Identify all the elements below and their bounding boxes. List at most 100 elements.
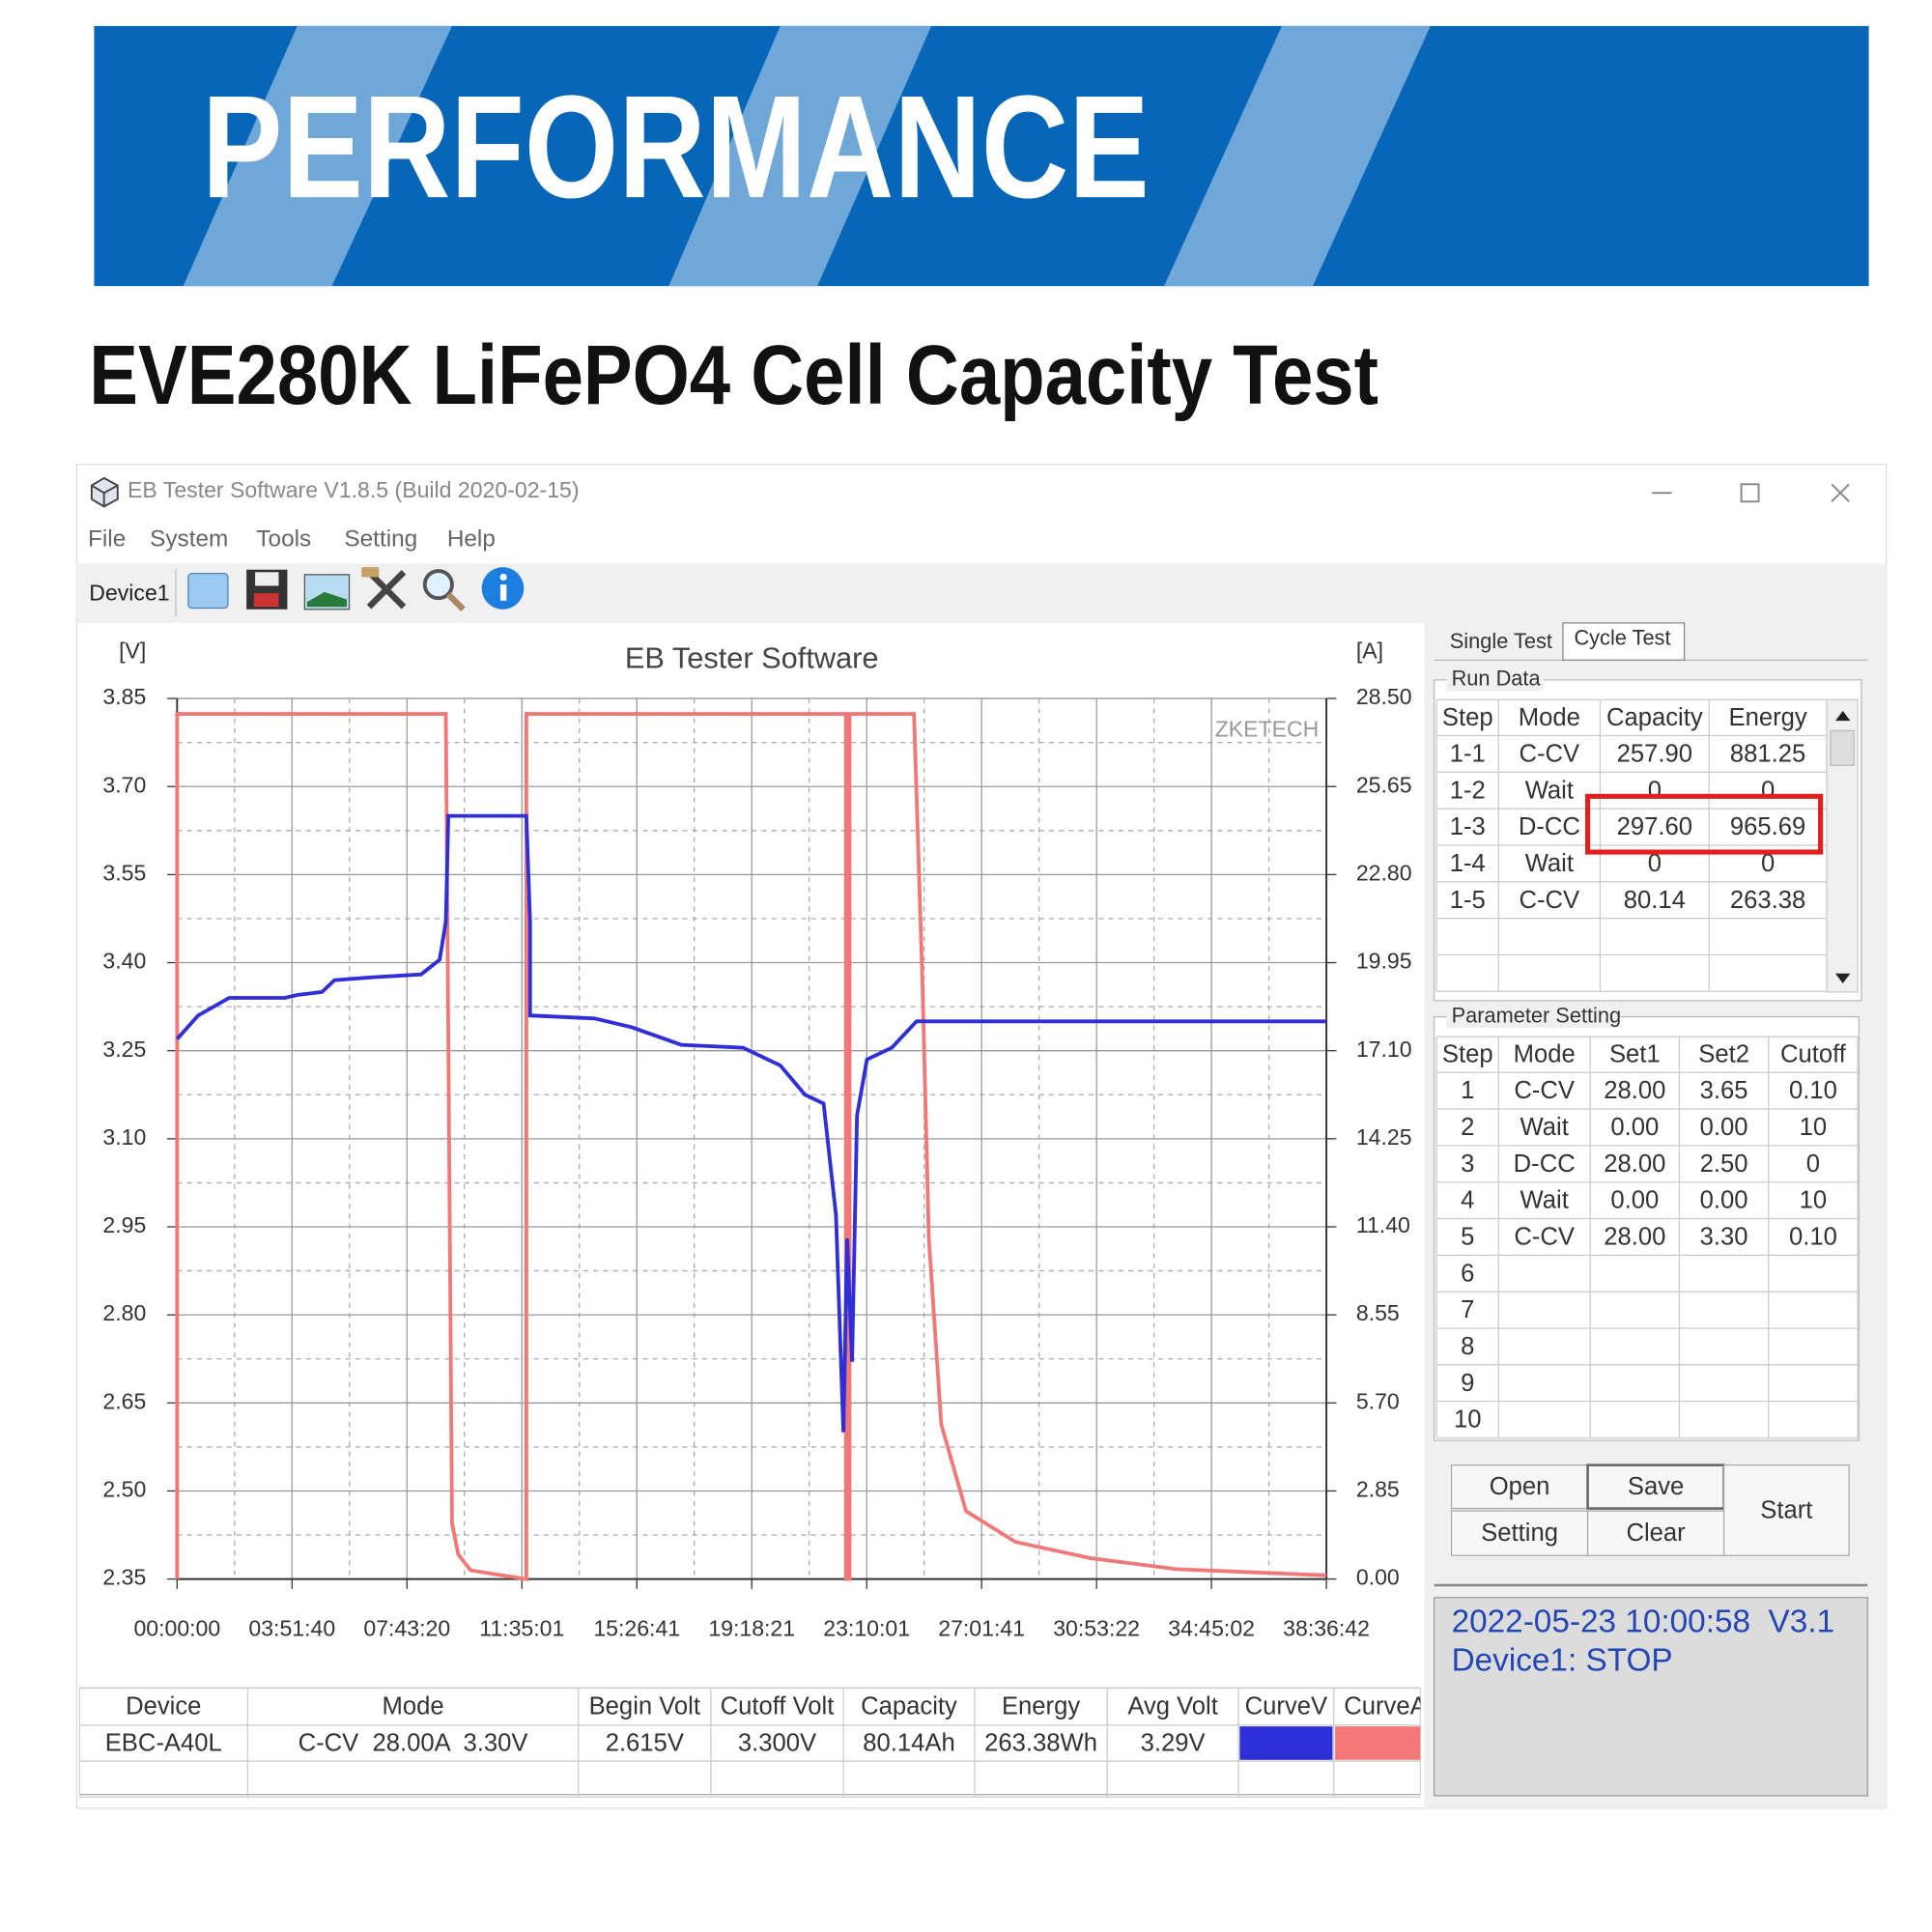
table-cell: 1-1 [1450, 740, 1486, 767]
y2-tick-label: 17.10 [1356, 1037, 1412, 1062]
search-icon[interactable] [422, 569, 466, 612]
tab[interactable] [1562, 622, 1686, 661]
y2-tick-label: 14.25 [1356, 1124, 1412, 1150]
button-label[interactable]: Start [1760, 1497, 1812, 1524]
table-cell: 0.10 [1789, 1077, 1837, 1104]
status-line: Device1: STOP [1452, 1642, 1673, 1678]
table-cell: C-CV [1520, 887, 1580, 914]
table-header: Capacity [1606, 704, 1703, 731]
banner-stripe [183, 25, 452, 287]
table-cell: 1-4 [1450, 850, 1486, 877]
table-cell: 3 [1461, 1151, 1474, 1178]
status-box [1433, 1597, 1868, 1797]
table-cell: 881.25 [1730, 740, 1805, 767]
info-icon[interactable] [481, 567, 525, 610]
menu-item[interactable]: File [88, 526, 126, 552]
scroll-arrow[interactable] [1835, 710, 1851, 722]
y-tick-label: 2.65 [102, 1388, 146, 1413]
x-tick-label: 23:10:01 [823, 1615, 910, 1640]
banner-stripe [1164, 25, 1431, 287]
table-cell: 1-3 [1450, 813, 1486, 840]
scroll-arrow[interactable] [1835, 973, 1851, 983]
watermark: ZKETECH [1215, 717, 1320, 742]
group-box [1433, 679, 1862, 1002]
y-tick-label: 2.35 [102, 1565, 146, 1590]
table-header: Step [1442, 1041, 1493, 1068]
y2-tick-label: 11.40 [1356, 1212, 1410, 1237]
tools-icon[interactable] [361, 567, 407, 610]
table-cell: D-CC [1519, 813, 1580, 840]
chart-icon[interactable] [303, 574, 351, 611]
menu-item[interactable]: System [150, 526, 228, 552]
menu-item[interactable]: Setting [344, 526, 417, 552]
y2-tick-label: 8.55 [1356, 1300, 1400, 1325]
x-tick-label: 00:00:00 [133, 1615, 220, 1640]
table-cell: D-CC [1514, 1151, 1576, 1178]
table-cell: 1 [1461, 1077, 1474, 1104]
button[interactable] [1586, 1463, 1725, 1510]
y2-tick-label: 25.65 [1356, 772, 1412, 797]
app-icon [90, 476, 119, 508]
table-cell: 4 [1461, 1187, 1474, 1214]
button-label[interactable]: Clear [1626, 1520, 1686, 1547]
table-cell: Wait [1520, 1187, 1569, 1214]
table-cell: 80.14Ah [863, 1730, 954, 1757]
data-line [175, 712, 1327, 1581]
button[interactable] [1450, 1464, 1589, 1510]
table-header: Device [126, 1693, 201, 1720]
x-tick-label: 15:26:41 [593, 1615, 680, 1640]
table-bg [79, 1687, 1421, 1796]
x-tick-label: 34:45:02 [1168, 1615, 1255, 1640]
table-cell: Wait [1525, 850, 1574, 877]
table-cell: 6 [1461, 1260, 1474, 1287]
banner-title: PERFORMANCE [202, 66, 1150, 229]
x-tick-label: 07:43:20 [363, 1615, 450, 1640]
y2-tick-label: 2.85 [1356, 1477, 1400, 1502]
table-cell: C-CV [1514, 1077, 1575, 1104]
table-cell: 0 [1648, 850, 1662, 877]
button-label[interactable]: Open [1490, 1473, 1550, 1500]
table-cell: Wait [1520, 1114, 1569, 1141]
maximize-button[interactable] [1740, 483, 1760, 503]
window-title: EB Tester Software V1.8.5 (Build 2020-02… [128, 477, 580, 502]
tab-label[interactable]: Single Test [1450, 629, 1552, 653]
table-header: Energy [1729, 704, 1807, 731]
y-tick-label: 2.80 [102, 1300, 146, 1325]
table-cell: 28.00 [1604, 1151, 1665, 1178]
table-cell: 2 [1461, 1114, 1474, 1141]
button-label[interactable]: Save [1628, 1473, 1684, 1500]
table-cell: 263.38Wh [984, 1730, 1097, 1757]
table-cell: 257.90 [1617, 740, 1692, 767]
highlight-box [1585, 793, 1824, 855]
button[interactable] [1586, 1510, 1725, 1556]
table-cell: 3.65 [1700, 1077, 1748, 1104]
chart: EB Tester Software [V] [A] 00:00:00 03:51:40… [102, 639, 1411, 1641]
tab-label[interactable]: Cycle Test [1574, 625, 1670, 649]
y2-axis-label: [A] [1356, 639, 1383, 664]
table-header: Capacity [861, 1693, 957, 1720]
menu-item[interactable]: Tools [256, 526, 311, 552]
y2-tick-label: 19.95 [1356, 949, 1412, 974]
page-heading: EVE280K LiFePO4 Cell Capacity Test [89, 328, 1378, 422]
table-cell: 263.38 [1730, 887, 1805, 914]
x-tick-label: 19:18:21 [708, 1615, 795, 1640]
close-button[interactable] [1831, 483, 1850, 502]
table-cell: 2.615V [606, 1730, 684, 1757]
open-icon[interactable] [187, 572, 229, 610]
table-cell: 0 [1806, 1151, 1820, 1178]
button-label[interactable]: Setting [1481, 1520, 1558, 1547]
save-icon[interactable] [246, 569, 288, 610]
table-cell: 3.300V [738, 1730, 816, 1757]
table-cell: 0.00 [1610, 1187, 1659, 1214]
y-tick-label: 3.40 [102, 949, 146, 974]
table-header: Mode [1514, 1041, 1576, 1068]
curve-swatch [1335, 1726, 1421, 1760]
y-tick-label: 2.50 [102, 1477, 146, 1502]
table-cell: 0.10 [1789, 1223, 1837, 1250]
button[interactable] [1722, 1464, 1850, 1556]
scroll-thumb[interactable] [1830, 729, 1855, 766]
menu-item[interactable]: Help [447, 526, 496, 552]
button[interactable] [1450, 1510, 1589, 1556]
group-title-bg [1446, 1006, 1618, 1029]
